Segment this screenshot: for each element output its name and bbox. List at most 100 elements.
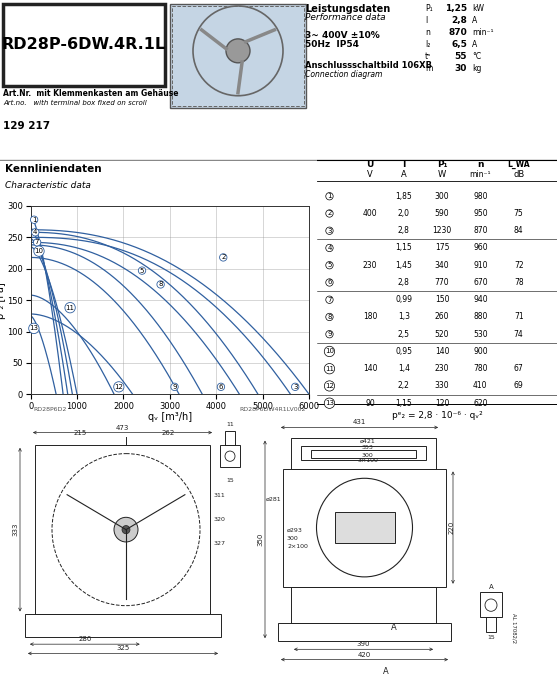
- Text: 72: 72: [514, 261, 524, 269]
- Circle shape: [122, 526, 130, 534]
- Text: 420: 420: [358, 651, 371, 658]
- Text: pᵉ₂ = 2,8 · 10⁻⁶ · qᵥ²: pᵉ₂ = 2,8 · 10⁻⁶ · qᵥ²: [392, 411, 482, 420]
- Text: 300: 300: [434, 192, 449, 201]
- Bar: [170, 4, 306, 107]
- Text: 150: 150: [435, 295, 449, 304]
- Text: Art.no.   with terminal box fixed on scroll: Art.no. with terminal box fixed on scrol…: [3, 100, 146, 105]
- Text: 215: 215: [74, 430, 87, 436]
- Text: 6: 6: [219, 384, 223, 389]
- Text: 12: 12: [325, 383, 334, 389]
- Text: 75: 75: [514, 209, 524, 218]
- Text: 11: 11: [226, 422, 234, 427]
- Text: 69: 69: [514, 381, 524, 390]
- Text: 3~ 400V ±10%: 3~ 400V ±10%: [305, 31, 380, 40]
- Text: 6: 6: [327, 279, 332, 285]
- Circle shape: [114, 517, 138, 542]
- Text: 175: 175: [435, 244, 449, 253]
- Text: 9: 9: [172, 384, 177, 389]
- Text: 8: 8: [327, 314, 332, 320]
- Text: RD28P-6DW.4R.1L: RD28P-6DW.4R.1L: [2, 38, 166, 52]
- Text: Performance data: Performance data: [305, 13, 385, 22]
- Text: 50Hz  IP54: 50Hz IP54: [305, 40, 359, 50]
- Text: 6,5: 6,5: [451, 40, 467, 50]
- Text: U: U: [367, 161, 374, 169]
- Text: 260: 260: [435, 313, 449, 322]
- Text: 30: 30: [455, 64, 467, 73]
- Text: 300: 300: [287, 536, 299, 541]
- Text: 870: 870: [448, 29, 467, 38]
- Text: 11: 11: [66, 305, 75, 311]
- Text: 2: 2: [221, 255, 226, 260]
- Bar: [3, 4, 165, 86]
- Bar: [225, 431, 235, 445]
- Text: 780: 780: [473, 364, 487, 373]
- Text: 2×100: 2×100: [287, 544, 308, 549]
- Text: 2,8: 2,8: [398, 278, 409, 287]
- Text: 13: 13: [30, 325, 38, 332]
- Text: 320: 320: [214, 517, 226, 522]
- Text: 1,15: 1,15: [395, 399, 412, 408]
- Text: 327: 327: [214, 541, 226, 546]
- Text: 10: 10: [325, 348, 334, 355]
- Text: 1: 1: [32, 217, 36, 223]
- Text: 620: 620: [473, 399, 487, 408]
- Text: P₁: P₁: [437, 161, 447, 169]
- Text: 520: 520: [435, 329, 449, 339]
- Text: 2,8: 2,8: [398, 226, 409, 235]
- Text: 300: 300: [361, 453, 373, 458]
- Text: 120: 120: [435, 399, 449, 408]
- Text: 140: 140: [435, 347, 449, 356]
- Text: 230: 230: [363, 261, 378, 269]
- Text: I: I: [425, 17, 427, 25]
- Text: 180: 180: [363, 313, 378, 322]
- Text: 2,0: 2,0: [398, 209, 410, 218]
- Text: 590: 590: [434, 209, 449, 218]
- X-axis label: qᵥ [m³/h]: qᵥ [m³/h]: [148, 413, 192, 422]
- Text: 7: 7: [35, 239, 40, 245]
- Bar: [291, 586, 436, 623]
- Text: Connection diagram: Connection diagram: [305, 70, 382, 80]
- Text: 55: 55: [455, 52, 467, 61]
- Text: 12: 12: [114, 384, 123, 389]
- Text: 1,85: 1,85: [395, 192, 412, 201]
- Text: min⁻¹: min⁻¹: [470, 170, 491, 179]
- Text: ø421: ø421: [360, 439, 375, 445]
- Text: Kennliniendaten: Kennliniendaten: [4, 164, 101, 174]
- Bar: [283, 468, 446, 586]
- Text: 1,15: 1,15: [395, 244, 412, 253]
- Text: 3: 3: [293, 384, 297, 389]
- Bar: [172, 6, 304, 105]
- Text: ø281: ø281: [265, 497, 281, 502]
- Text: I: I: [402, 161, 405, 169]
- Text: 325: 325: [116, 646, 130, 651]
- Text: 870: 870: [473, 226, 487, 235]
- Bar: [35, 445, 210, 614]
- Text: n: n: [477, 161, 483, 169]
- Text: 1,4: 1,4: [398, 364, 410, 373]
- Bar: [220, 445, 240, 468]
- Text: 280: 280: [78, 636, 91, 642]
- Text: 78: 78: [514, 278, 524, 287]
- Text: °C: °C: [472, 52, 481, 61]
- Text: 262: 262: [162, 430, 175, 436]
- Text: 3×100: 3×100: [357, 458, 378, 463]
- Text: 431: 431: [353, 419, 366, 425]
- Text: W: W: [438, 170, 446, 179]
- Text: 8: 8: [158, 281, 163, 288]
- Text: 74: 74: [514, 329, 524, 339]
- Text: dB: dB: [513, 170, 524, 179]
- Text: ø293: ø293: [287, 528, 303, 533]
- Text: AL 17082/2: AL 17082/2: [512, 613, 517, 643]
- Text: A: A: [383, 667, 388, 676]
- Text: RD28P6D2: RD28P6D2: [33, 408, 67, 413]
- Text: 5: 5: [140, 267, 144, 274]
- Text: 910: 910: [473, 261, 487, 269]
- Text: Leistungsdaten: Leistungsdaten: [305, 4, 390, 14]
- Bar: [25, 614, 221, 637]
- Text: 0,99: 0,99: [395, 295, 412, 304]
- Text: A: A: [472, 17, 477, 25]
- Bar: [486, 618, 496, 632]
- Text: 71: 71: [514, 313, 524, 322]
- Text: 7: 7: [327, 297, 332, 303]
- Text: V: V: [367, 170, 373, 179]
